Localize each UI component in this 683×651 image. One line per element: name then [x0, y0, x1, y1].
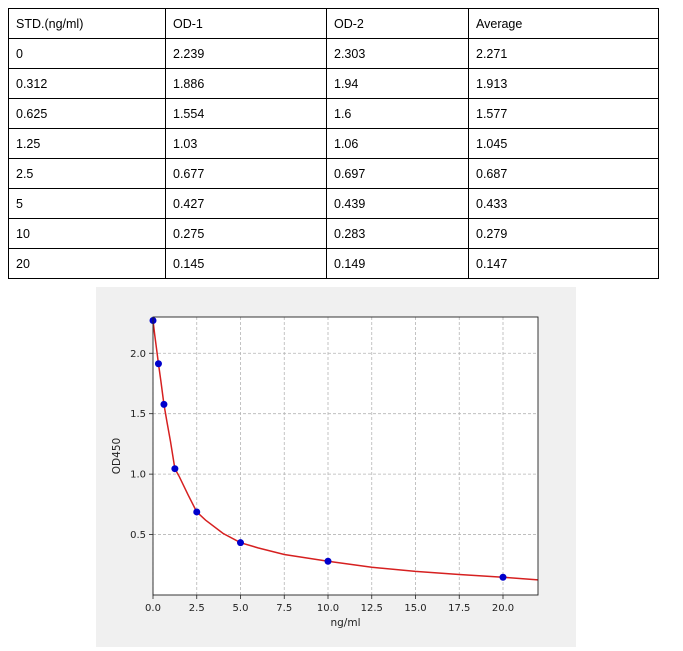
- header-od1: OD-1: [165, 8, 327, 39]
- table-cell: 0.149: [326, 248, 469, 279]
- data-point: [237, 539, 244, 547]
- table-header-row: STD.(ng/ml) OD-1 OD-2 Average: [8, 8, 659, 39]
- y-tick-label: 1.0: [130, 470, 146, 481]
- table-cell: 1.577: [468, 98, 659, 129]
- table-cell: 0.279: [468, 218, 659, 249]
- table-row: 1.25 1.03 1.06 1.045: [8, 128, 659, 159]
- data-point: [324, 557, 332, 565]
- table-cell: 1.913: [468, 68, 659, 99]
- table-cell: 1.886: [165, 68, 327, 99]
- header-average: Average: [468, 8, 659, 39]
- table-cell: 0.283: [326, 218, 469, 249]
- table-cell: 2.271: [468, 38, 659, 69]
- table-cell: 0.312: [8, 68, 166, 99]
- table-cell: 0.687: [468, 158, 659, 189]
- x-tick-label: 15.0: [404, 603, 426, 614]
- header-std: STD.(ng/ml): [8, 8, 166, 39]
- table-cell: 2.239: [165, 38, 327, 69]
- data-point: [193, 508, 201, 516]
- y-axis-label: OD450: [111, 438, 123, 474]
- x-tick-label: 0.0: [145, 603, 161, 614]
- x-tick-label: 2.5: [189, 603, 205, 614]
- x-axis-label: ng/ml: [330, 617, 360, 629]
- table-cell: 5: [8, 188, 166, 219]
- plot-frame: [152, 316, 539, 596]
- chart-svg: 0.0 2.5 5.0 7.5 10.0 12.5 15.0 17.5 20.0 0.5 1.0 1.…: [111, 316, 539, 629]
- table-cell: 0.677: [165, 158, 327, 189]
- y-tick-label: 2.0: [130, 349, 146, 360]
- data-point: [171, 465, 179, 473]
- x-tick-label: 7.5: [276, 603, 292, 614]
- x-tick-label: 17.5: [448, 603, 470, 614]
- y-tick-label: 0.5: [130, 530, 146, 541]
- x-tick-label: 10.0: [317, 603, 339, 614]
- table-cell: 1.045: [468, 128, 659, 159]
- table-cell: 1.06: [326, 128, 469, 159]
- table-cell: 1.554: [165, 98, 327, 129]
- table-cell: 10: [8, 218, 166, 249]
- standard-table: STD.(ng/ml) OD-1 OD-2 Average 0 2.239 2.30…: [8, 8, 659, 279]
- table-cell: 0.697: [326, 158, 469, 189]
- table-cell: 0: [8, 38, 166, 69]
- table-cell: 0.147: [468, 248, 659, 279]
- table-cell: 0.275: [165, 218, 327, 249]
- x-tick-label: 12.5: [361, 603, 383, 614]
- plot-area: [153, 317, 538, 595]
- table-cell: 1.94: [326, 68, 469, 99]
- table-cell: 0.625: [8, 98, 166, 129]
- table-row: 10 0.275 0.283 0.279: [8, 218, 659, 249]
- table-row: 0 2.239 2.303 2.271: [8, 38, 659, 69]
- data-point: [160, 400, 168, 408]
- table-cell: 1.25: [8, 128, 166, 159]
- table-cell: 2.303: [326, 38, 469, 69]
- table-row: 0.625 1.554 1.6 1.577: [8, 98, 659, 129]
- header-od2: OD-2: [326, 8, 469, 39]
- table-row: 0.312 1.886 1.94 1.913: [8, 68, 659, 99]
- table-cell: 0.433: [468, 188, 659, 219]
- x-tick-label: 20.0: [492, 603, 514, 614]
- y-tick-label: 1.5: [130, 409, 146, 420]
- table-row: 5 0.427 0.439 0.433: [8, 188, 659, 219]
- table-cell: 1.03: [165, 128, 327, 159]
- table-cell: 1.6: [326, 98, 469, 129]
- data-point: [154, 360, 162, 368]
- table-row: 2.5 0.677 0.697 0.687: [8, 158, 659, 189]
- table-cell: 0.439: [326, 188, 469, 219]
- x-tick-label: 5.0: [233, 603, 249, 614]
- table-cell: 2.5: [8, 158, 166, 189]
- table-cell: 0.427: [165, 188, 327, 219]
- standard-curve-chart: 0.0 2.5 5.0 7.5 10.0 12.5 15.0 17.5 20.0 0.5 1.0 1.…: [96, 287, 576, 647]
- table-cell: 0.145: [165, 248, 327, 279]
- data-point: [499, 573, 507, 581]
- table-cell: 20: [8, 248, 166, 279]
- table-row: 20 0.145 0.149 0.147: [8, 248, 659, 279]
